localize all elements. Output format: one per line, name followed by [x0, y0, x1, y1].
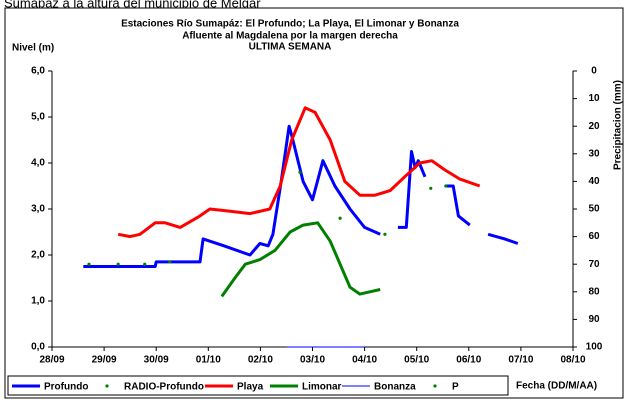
legend-label: Bonanza: [374, 382, 416, 393]
legend-label: RADIO-Profundo: [124, 382, 204, 393]
y-tick-label: 3,0: [31, 204, 45, 215]
y-tick-label: 4,0: [31, 158, 45, 169]
y-tick-label: 6,0: [31, 66, 45, 77]
data-line: [220, 221, 381, 298]
data-point: [383, 232, 387, 236]
x-tick-label: 02/10: [248, 355, 273, 366]
chart-frame: [4, 7, 624, 399]
x-tick-label: 29/09: [92, 355, 117, 366]
y2-tick-label: 80: [588, 286, 600, 297]
x-tick-label: 06/10: [456, 355, 481, 366]
data-point: [444, 184, 448, 188]
y2-tick-label: 60: [588, 231, 600, 242]
chart-subtitle: Afluente al Magdalena por la margen dere…: [182, 31, 398, 42]
data-point: [429, 186, 433, 190]
legend-label: Limonar: [302, 382, 342, 393]
caption: Sumapáz a la altura del municipio de Mel…: [4, 0, 261, 10]
data-point: [338, 216, 342, 220]
legend-label: P: [452, 382, 459, 393]
y2-tick-label: 10: [588, 93, 600, 104]
legend-label: Playa: [237, 382, 264, 393]
data-point: [143, 262, 147, 266]
x-tick-label: 28/09: [39, 355, 64, 366]
y2-tick-label: 30: [588, 148, 600, 159]
y-tick-label: 1,0: [31, 296, 45, 307]
data-line: [83, 124, 519, 268]
x-tick-label: 04/10: [352, 355, 377, 366]
y2-tick-label: 90: [588, 314, 600, 325]
data-line: [117, 106, 481, 239]
x-tick-label: 30/09: [144, 355, 169, 366]
x-tick-label: 08/10: [560, 355, 585, 366]
data-point: [87, 262, 91, 266]
y2-tick-label: 40: [588, 176, 600, 187]
legend: [7, 375, 509, 396]
y-axis-label: Nivel (m): [12, 43, 54, 54]
y2-tick-label: 70: [588, 259, 600, 270]
legend-swatch: [433, 384, 437, 388]
x-tick-label: 01/10: [196, 355, 221, 366]
y2-tick-label: 100: [586, 342, 603, 353]
y2-tick-label: 0: [591, 66, 597, 77]
chart-title: Estaciones Río Sumapáz: El Profundo; La …: [121, 19, 459, 30]
data-point: [168, 260, 172, 264]
legend-swatch: [105, 384, 109, 388]
y-tick-label: 0,0: [31, 342, 45, 353]
y-tick-label: 2,0: [31, 250, 45, 261]
data-point: [298, 170, 302, 174]
x-axis-label: Fecha (DD/M/AA): [516, 381, 597, 392]
x-tick-label: 07/10: [508, 355, 533, 366]
x-tick-label: 03/10: [300, 355, 325, 366]
chart-subtitle: ULTIMA SEMANA: [249, 42, 332, 53]
legend-label: Profundo: [44, 382, 88, 393]
y2-axis-label: Precipitacion (mm): [613, 80, 624, 170]
y2-tick-label: 50: [588, 204, 600, 215]
data-point: [116, 262, 120, 266]
x-tick-label: 05/10: [404, 355, 429, 366]
y2-tick-label: 20: [588, 121, 600, 132]
y-tick-label: 5,0: [31, 112, 45, 123]
